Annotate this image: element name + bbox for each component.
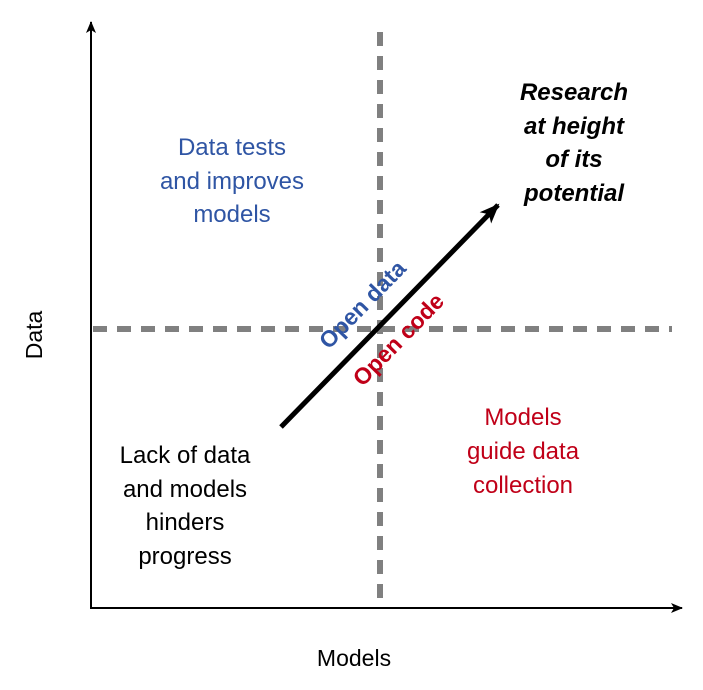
quadrant-top-left-line-2: and improves: [160, 168, 304, 195]
quadrant-top-left: Data tests and improves models: [160, 134, 304, 228]
quadrant-bottom-left-line-1: Lack of data: [120, 442, 251, 469]
quadrant-top-right-line-1: Research: [520, 79, 628, 106]
quadrant-top-right-line-3: of its: [545, 146, 602, 173]
quadrant-top-left-line-3: models: [193, 201, 270, 228]
quadrant-bottom-left-line-3: hinders: [146, 509, 225, 536]
quadrant-bottom-left: Lack of data and models hinders progress: [120, 442, 251, 570]
quadrant-bottom-left-line-4: progress: [138, 543, 231, 570]
x-axis-label: Models: [317, 645, 391, 671]
progress-arrow: [279, 203, 500, 429]
quadrant-top-right-line-2: at height: [524, 113, 625, 140]
quadrant-bottom-right-line-2: guide data: [467, 438, 580, 465]
quadrant-bottom-right-line-3: collection: [473, 472, 573, 499]
quadrant-bottom-left-line-2: and models: [123, 476, 247, 503]
quadrant-bottom-right-line-1: Models: [484, 404, 561, 431]
quadrant-top-left-line-1: Data tests: [178, 134, 286, 161]
y-axis-label: Data: [21, 311, 47, 360]
quadrant-bottom-right: Models guide data collection: [467, 404, 580, 499]
quadrant-top-right: Research at height of its potential: [520, 79, 628, 207]
quadrant-top-right-line-4: potential: [523, 180, 625, 207]
